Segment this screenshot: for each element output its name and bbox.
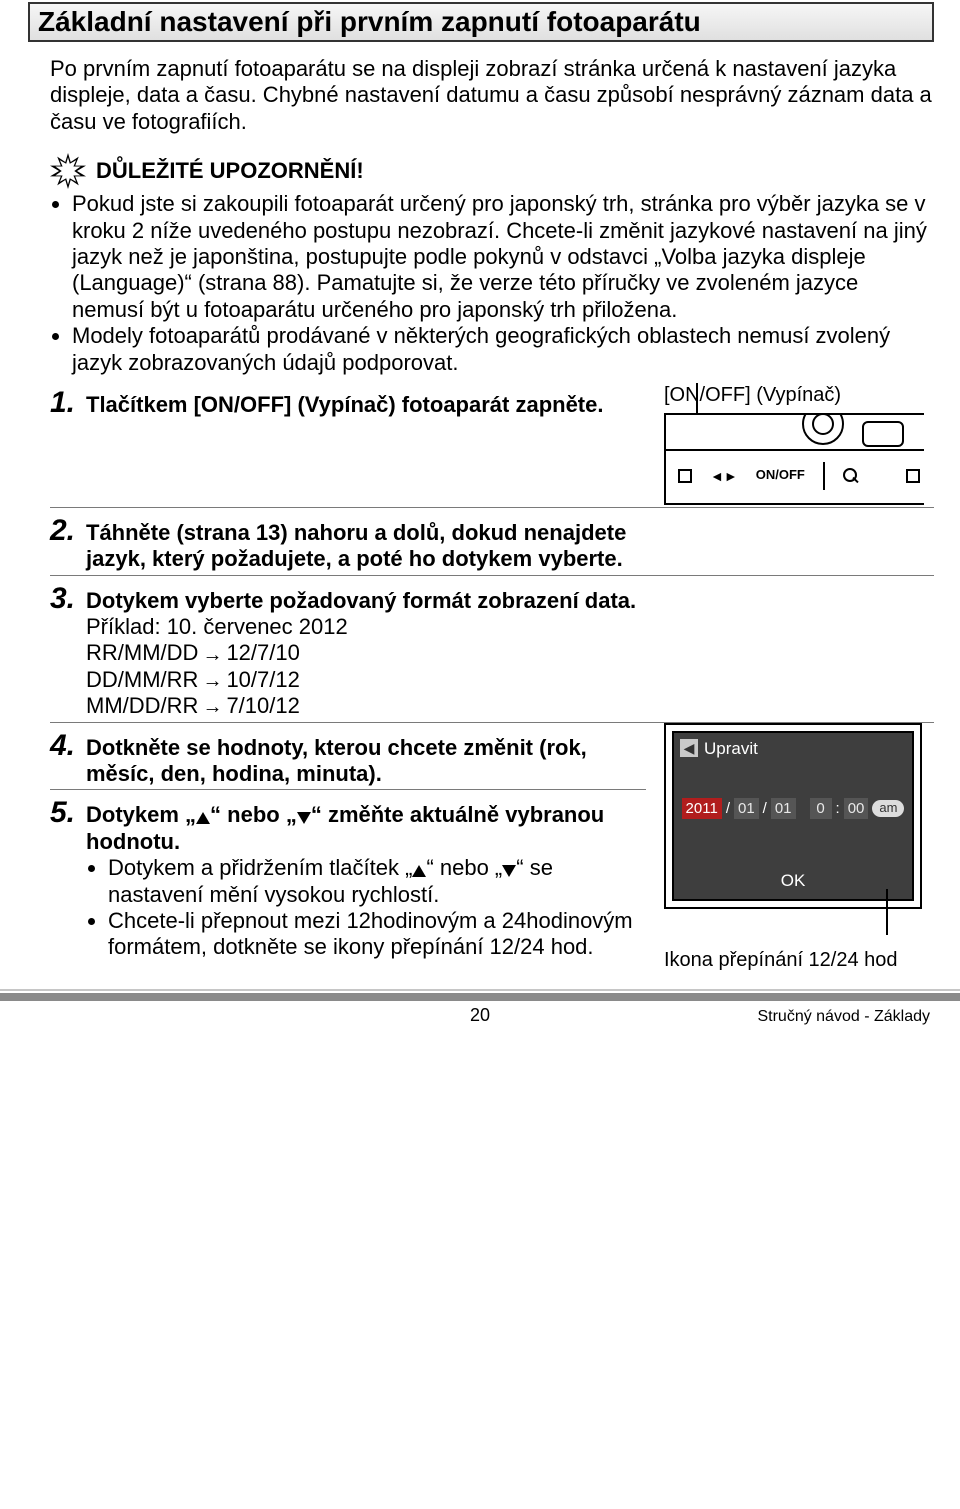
heading-text: Základní nastavení při prvním zapnutí fo…: [38, 6, 924, 38]
important-label: DŮLEŽITÉ UPOZORNĚNÍ!: [96, 158, 364, 184]
page-number: 20: [470, 1005, 490, 1026]
step-number: 5.: [50, 798, 80, 828]
page-heading: Základní nastavení při prvním zapnutí fo…: [28, 2, 934, 42]
step-number: 1.: [50, 388, 80, 418]
screen-illustration: ◀ Upravit 2011 / 01 / 01 0 : 00 am: [664, 723, 922, 909]
step-number: 4.: [50, 731, 80, 761]
onoff-caption: [ON/OFF] (Vypínač): [664, 384, 934, 407]
step-number: 2.: [50, 516, 80, 546]
triangle-down-icon: [502, 865, 516, 877]
screen-caption: Ikona přepínání 12/24 hod: [664, 949, 934, 972]
triangle-up-icon: [196, 812, 210, 824]
triangle-up-icon: [412, 865, 426, 877]
sub-item: Dotykem a přidržením tlačítek „“ nebo „“…: [108, 855, 646, 908]
page-footer: 20 Stručný návod - Základy: [0, 993, 960, 1032]
step-title: Táhněte (strana 13) nahoru a dolů, dokud…: [86, 520, 646, 573]
important-caption-row: DŮLEŽITÉ UPOZORNĚNÍ!: [50, 153, 934, 189]
edit-button-illustration: ◀ Upravit: [680, 739, 906, 759]
date-format-row: DD/MM/RR→10/7/12: [86, 667, 934, 693]
intro-text: Po prvním zapnutí fotoaparátu se na disp…: [50, 56, 934, 135]
notice-list: Pokud jste si zakoupili fotoaparát určen…: [50, 191, 934, 376]
step-title: Dotkněte se hodnoty, kterou chcete změni…: [86, 735, 646, 788]
step-title: Dotykem „“ nebo „“ změňte aktuálně vybra…: [86, 802, 646, 855]
date-format-row: RR/MM/DD→12/7/10: [86, 640, 934, 666]
hour-box: 0: [810, 798, 832, 819]
date-format-row: MM/DD/RR→7/10/12: [86, 693, 934, 719]
footer-crumb: Stručný návod - Základy: [630, 1008, 930, 1026]
starburst-icon: [50, 153, 86, 189]
notice-item: Modely fotoaparátů prodávané v některých…: [72, 323, 934, 376]
year-box: 2011: [682, 798, 722, 819]
minute-box: 00: [844, 798, 869, 819]
triangle-down-icon: [297, 812, 311, 824]
step5-sublist: Dotykem a přidržením tlačítek „“ nebo „“…: [50, 855, 646, 961]
step-number: 3.: [50, 584, 80, 614]
ampm-box: am: [872, 800, 904, 817]
step-title: Dotykem vyberte požadovaný formát zobraz…: [86, 588, 934, 614]
sub-item: Chcete-li přepnout mezi 12hodinovým a 24…: [108, 908, 646, 961]
camera-illustration: ◄► ON/OFF: [664, 413, 924, 505]
chevron-left-icon: ◀: [680, 739, 698, 757]
ok-label: OK: [704, 871, 882, 891]
example-label: Příklad: 10. červenec 2012: [86, 614, 934, 640]
step-title: Tlačítkem [ON/OFF] (Vypínač) fotoaparát …: [86, 392, 646, 418]
camera-onoff-label: ON/OFF: [756, 468, 805, 483]
notice-item: Pokud jste si zakoupili fotoaparát určen…: [72, 191, 934, 323]
date-row: 2011 / 01 / 01 0 : 00 am: [680, 798, 906, 819]
day-box: 01: [771, 798, 796, 819]
month-box: 01: [734, 798, 759, 819]
